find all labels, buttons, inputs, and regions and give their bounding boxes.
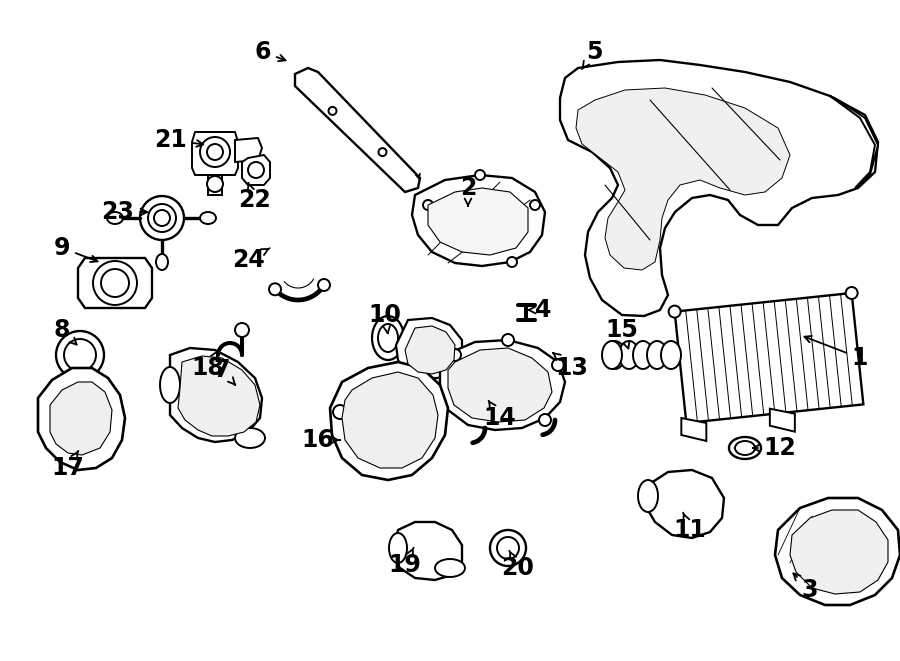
Text: 11: 11 <box>673 513 707 542</box>
Text: 3: 3 <box>794 573 818 602</box>
Polygon shape <box>412 175 545 266</box>
Ellipse shape <box>661 341 681 369</box>
Ellipse shape <box>328 107 337 115</box>
Ellipse shape <box>435 559 465 577</box>
Text: 1: 1 <box>805 336 868 370</box>
Ellipse shape <box>475 170 485 180</box>
Polygon shape <box>675 293 863 423</box>
Polygon shape <box>830 96 878 188</box>
Ellipse shape <box>269 284 281 295</box>
Ellipse shape <box>140 196 184 240</box>
Ellipse shape <box>389 533 407 563</box>
Ellipse shape <box>207 144 223 160</box>
Polygon shape <box>242 155 270 185</box>
Ellipse shape <box>154 210 170 226</box>
Text: 17: 17 <box>51 451 85 480</box>
Ellipse shape <box>619 341 639 369</box>
Ellipse shape <box>107 212 123 224</box>
Polygon shape <box>560 60 878 316</box>
Ellipse shape <box>378 324 398 352</box>
Polygon shape <box>440 340 565 430</box>
Ellipse shape <box>497 537 519 559</box>
Polygon shape <box>192 132 238 175</box>
Polygon shape <box>78 258 152 308</box>
Polygon shape <box>50 382 112 455</box>
Ellipse shape <box>160 367 180 403</box>
Text: 13: 13 <box>554 353 589 380</box>
Ellipse shape <box>507 257 517 267</box>
Text: 4: 4 <box>528 298 551 322</box>
Ellipse shape <box>56 331 104 379</box>
Polygon shape <box>576 88 790 270</box>
Text: 22: 22 <box>238 182 270 212</box>
Polygon shape <box>405 326 455 374</box>
Ellipse shape <box>318 279 330 291</box>
Polygon shape <box>295 68 420 192</box>
Ellipse shape <box>605 341 625 369</box>
Text: 6: 6 <box>255 40 285 64</box>
Ellipse shape <box>200 137 230 167</box>
Ellipse shape <box>633 341 653 369</box>
Polygon shape <box>208 175 222 195</box>
Ellipse shape <box>93 261 137 305</box>
Ellipse shape <box>423 200 433 210</box>
Text: 5: 5 <box>582 40 602 69</box>
Text: 8: 8 <box>54 318 76 344</box>
Text: 2: 2 <box>460 176 476 206</box>
Text: 24: 24 <box>231 248 270 272</box>
Text: 20: 20 <box>501 551 535 580</box>
Ellipse shape <box>101 269 129 297</box>
Ellipse shape <box>530 200 540 210</box>
Polygon shape <box>342 372 438 468</box>
Text: 19: 19 <box>389 548 421 577</box>
Text: 16: 16 <box>302 428 340 452</box>
Ellipse shape <box>602 341 622 369</box>
Polygon shape <box>392 522 462 580</box>
Polygon shape <box>38 368 125 470</box>
Polygon shape <box>770 408 795 432</box>
Text: 21: 21 <box>154 128 203 152</box>
Ellipse shape <box>735 441 755 455</box>
Ellipse shape <box>248 162 264 178</box>
Ellipse shape <box>64 339 96 371</box>
Ellipse shape <box>539 414 551 426</box>
Ellipse shape <box>235 323 249 337</box>
Text: 10: 10 <box>369 303 401 333</box>
Text: 23: 23 <box>102 200 148 224</box>
Ellipse shape <box>156 254 168 270</box>
Polygon shape <box>448 348 552 422</box>
Polygon shape <box>428 188 528 255</box>
Ellipse shape <box>647 341 667 369</box>
Ellipse shape <box>490 530 526 566</box>
Polygon shape <box>235 138 262 162</box>
Text: 14: 14 <box>483 401 517 430</box>
Polygon shape <box>790 510 888 594</box>
Polygon shape <box>681 418 706 441</box>
Ellipse shape <box>638 480 658 512</box>
Polygon shape <box>178 356 260 436</box>
Ellipse shape <box>449 349 461 361</box>
Ellipse shape <box>200 212 216 224</box>
Ellipse shape <box>207 176 223 192</box>
Polygon shape <box>396 318 462 378</box>
Polygon shape <box>170 348 262 442</box>
Ellipse shape <box>729 437 761 459</box>
Ellipse shape <box>846 287 858 299</box>
Text: 12: 12 <box>752 436 796 460</box>
Text: 18: 18 <box>192 351 224 380</box>
Polygon shape <box>775 498 900 605</box>
Text: 15: 15 <box>606 318 638 348</box>
Ellipse shape <box>372 316 404 360</box>
Polygon shape <box>645 470 724 538</box>
Ellipse shape <box>502 334 514 346</box>
Ellipse shape <box>235 428 265 448</box>
Ellipse shape <box>148 204 176 232</box>
Ellipse shape <box>379 148 386 156</box>
Text: 9: 9 <box>54 236 97 262</box>
Ellipse shape <box>669 305 680 317</box>
Ellipse shape <box>552 359 564 371</box>
Text: 7: 7 <box>214 358 235 385</box>
Polygon shape <box>330 362 448 480</box>
Ellipse shape <box>333 405 347 419</box>
